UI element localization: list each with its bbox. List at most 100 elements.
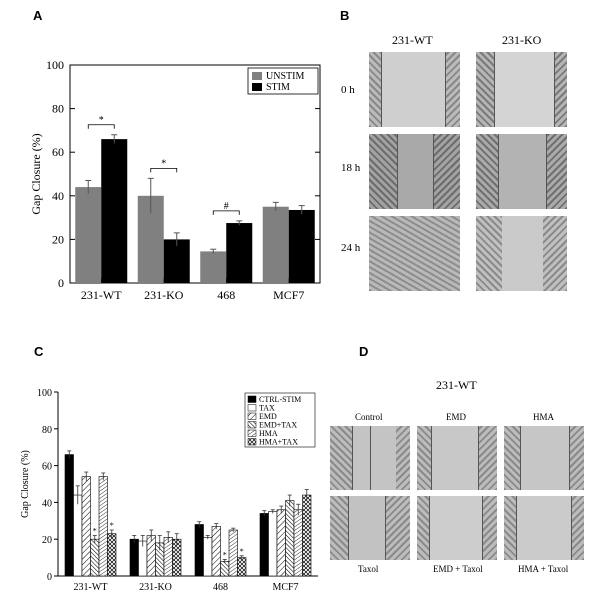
micrograph-231ko-18h — [476, 134, 567, 209]
y-tick-label: 40 — [42, 498, 52, 509]
significance-bracket — [87, 124, 115, 129]
micrograph-emd-taxol — [417, 496, 497, 560]
bar — [259, 513, 269, 577]
significance-marker: * — [110, 521, 114, 530]
x-tick-label: 468 — [213, 582, 228, 593]
micrograph-231ko-0h — [476, 52, 567, 127]
row-label-24h: 24 h — [341, 242, 361, 254]
chart-a-gap-closure: 0 20 40 60 80 100 Gap Closure (%) 231-WT 231-KO 4… — [29, 58, 321, 302]
x-tick-label: 231-KO — [139, 582, 172, 593]
panel-d-title: 231-WT — [436, 378, 477, 392]
micrograph-231ko-24h — [476, 216, 567, 291]
bar — [237, 557, 247, 577]
panel-letter-b: B — [340, 8, 350, 23]
label-emd-taxol: EMD + Taxol — [433, 564, 483, 574]
significance-marker: * — [93, 527, 97, 536]
y-tick-label: 0 — [47, 572, 52, 583]
legend-swatch — [247, 429, 257, 437]
bar — [262, 206, 289, 283]
legend-swatch — [247, 421, 257, 429]
panel-b-micrographs: 231-WT 231-KO 0 h 18 h 24 h — [340, 30, 570, 300]
bar — [211, 526, 221, 577]
bar — [172, 538, 182, 577]
col-label-231-wt: 231-WT — [392, 33, 433, 47]
label-control: Control — [355, 412, 383, 422]
panel-letter-c: C — [34, 344, 44, 359]
y-axis-label: Gap Closure (%) — [20, 450, 31, 518]
label-hma-taxol: HMA + Taxol — [518, 564, 569, 574]
legend-swatch — [247, 412, 257, 420]
significance-marker: # — [224, 201, 229, 212]
y-tick-label: 80 — [42, 425, 52, 436]
bar — [90, 538, 100, 577]
legend-label: STIM — [266, 82, 290, 93]
legend-swatch — [247, 395, 257, 403]
bar — [146, 535, 156, 577]
y-tick-label: 100 — [46, 58, 64, 72]
plot-frame — [69, 64, 321, 284]
y-tick-label: 40 — [52, 189, 64, 203]
x-tick-label: 468 — [217, 288, 235, 302]
micrograph-hma — [504, 426, 584, 490]
legend-label: TAX — [259, 404, 275, 413]
bar — [163, 537, 173, 577]
panel-d-micrographs: 231-WT Control EMD HMA Taxol EMD + Taxol… — [328, 375, 593, 585]
legend-label: EMD+TAX — [259, 421, 297, 430]
bar — [200, 251, 227, 283]
significance-bracket — [212, 210, 240, 215]
significance-marker: * — [223, 550, 227, 559]
x-tick-label: MCF7 — [273, 288, 304, 302]
x-tick-label: 231-WT — [74, 582, 108, 593]
micrograph-231wt-0h — [369, 52, 460, 127]
y-tick-label: 20 — [52, 232, 64, 246]
x-tick-label: MCF7 — [272, 582, 298, 593]
row-label-0h: 0 h — [341, 84, 355, 96]
label-hma: HMA — [533, 412, 555, 422]
bar — [194, 524, 204, 577]
significance-marker: * — [240, 547, 244, 556]
y-tick-label: 0 — [58, 276, 64, 290]
micrograph-hma-taxol — [504, 496, 584, 560]
micrograph-control — [330, 426, 410, 490]
legend-swatch — [247, 438, 257, 446]
bar — [98, 476, 108, 577]
bar — [129, 538, 139, 577]
legend-label: HMA — [259, 429, 278, 438]
bar — [220, 560, 230, 577]
micrograph-231wt-18h — [369, 134, 460, 209]
legend-box — [244, 392, 316, 448]
legend-label: EMD — [259, 412, 277, 421]
bar — [203, 537, 213, 577]
panel-letter-a: A — [33, 8, 43, 23]
legend-label: CTRL-STIM — [259, 395, 301, 404]
bar — [285, 500, 295, 577]
significance-marker: * — [99, 115, 104, 126]
legend-label: HMA+TAX — [259, 438, 298, 447]
row-label-18h: 18 h — [341, 162, 361, 174]
bar — [293, 509, 303, 577]
x-tick-label: 231-WT — [81, 288, 122, 302]
panel-letter-d: D — [359, 344, 369, 359]
bar — [107, 533, 117, 577]
micrograph-emd — [417, 426, 497, 490]
label-taxol: Taxol — [358, 564, 379, 574]
bar — [75, 187, 102, 283]
chart-c-gap-closure: 0 20 40 60 80 100 Gap Closure (%) 231-WT * * 231-K… — [20, 388, 318, 593]
significance-marker: * — [161, 158, 166, 169]
bar — [268, 511, 278, 577]
y-tick-label: 80 — [52, 102, 64, 116]
legend-swatch — [247, 404, 257, 412]
y-axis-label: Gap Closure (%) — [29, 133, 43, 214]
bar — [226, 223, 253, 283]
bar — [101, 139, 128, 283]
legend-swatch — [252, 83, 262, 91]
significance-bracket — [150, 167, 178, 173]
bar — [64, 454, 74, 577]
y-tick-label: 100 — [37, 388, 52, 399]
y-tick-label: 60 — [52, 145, 64, 159]
y-tick-label: 20 — [42, 535, 52, 546]
y-tick-label: 60 — [42, 462, 52, 473]
micrograph-taxol — [330, 496, 410, 560]
bar — [228, 529, 238, 577]
bar — [288, 209, 315, 283]
